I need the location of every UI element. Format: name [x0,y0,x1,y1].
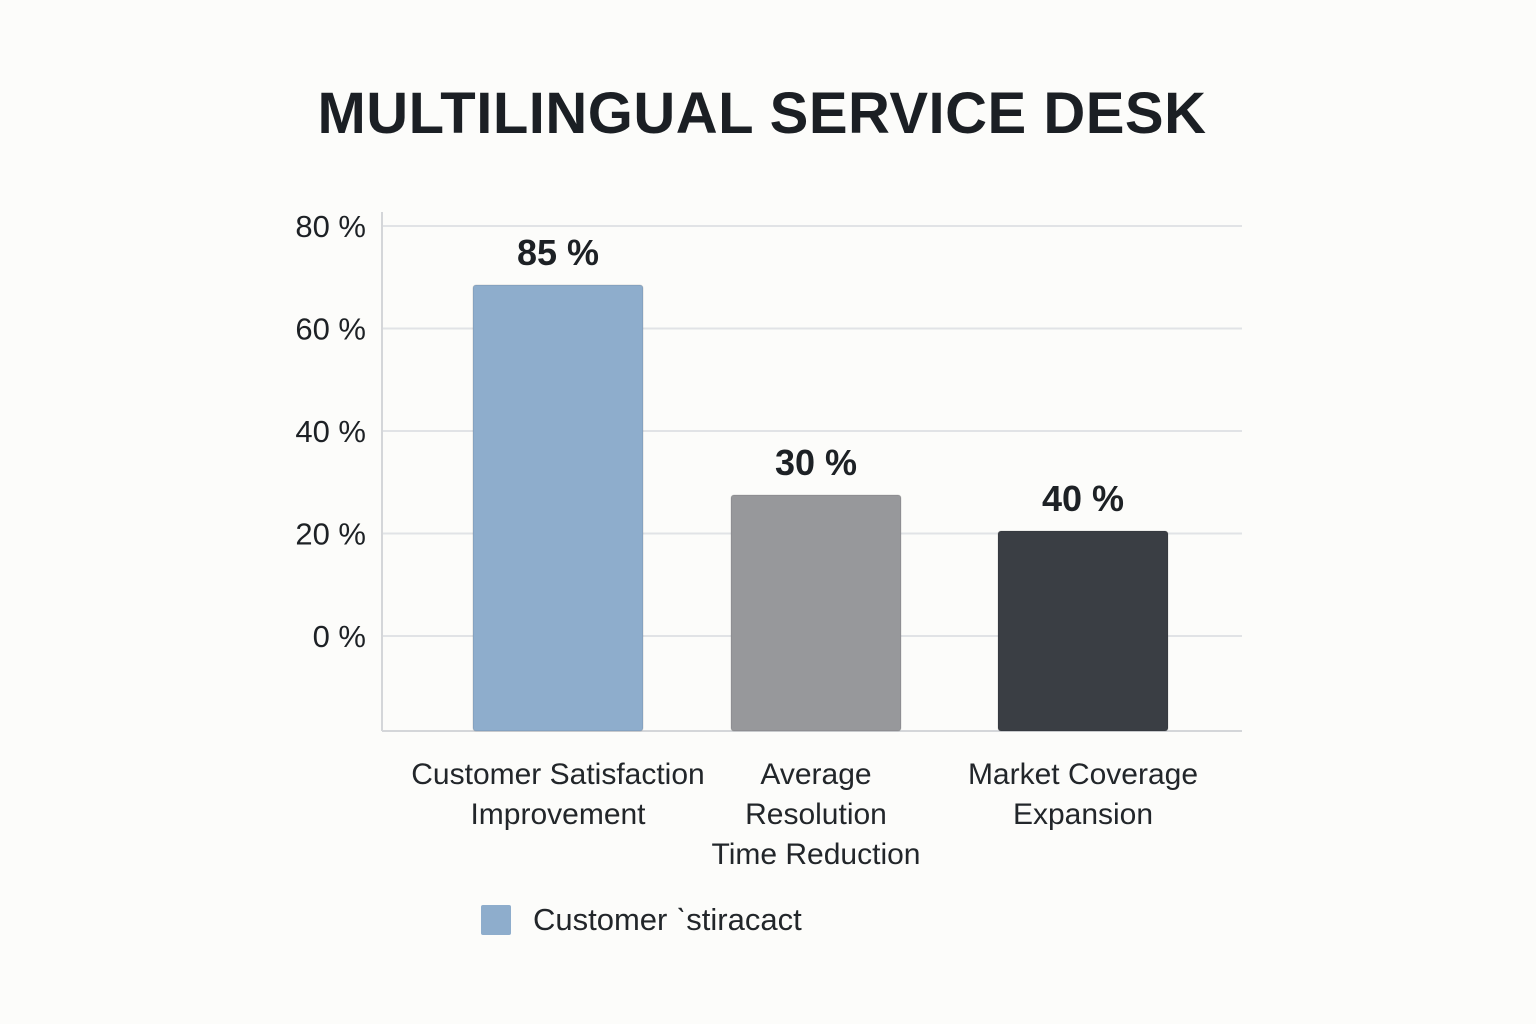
value-labels: 85 % 30 % 40 % [517,232,1124,519]
category-label: Market Coverage [968,758,1198,791]
value-label: 85 % [517,232,599,273]
category-label: Expansion [1013,798,1153,831]
bars [472,284,1169,732]
y-tick-label: 60 % [295,312,366,347]
legend-swatch [481,905,511,935]
y-tick-label: 20 % [295,517,366,552]
category-label: Average [760,758,871,791]
bar [730,494,902,732]
y-tick-labels: 0 % 20 % 40 % 60 % 80 % [295,209,366,654]
category-label: Customer Satisfaction [411,758,704,791]
category-label: Time Reduction [712,838,921,871]
category-labels: Customer Satisfaction Improvement Average R… [411,758,1198,871]
chart-title: MULTILINGUAL SERVICE DESK [317,81,1207,146]
legend: Customer ˋstiracact [481,900,802,940]
value-label: 30 % [775,442,857,483]
y-tick-label: 80 % [295,209,366,244]
value-label: 40 % [1042,478,1124,519]
legend-label: Customer ˋstiracact [533,902,802,937]
y-tick-label: 0 % [313,619,366,654]
category-label: Resolution [745,798,887,831]
y-tick-label: 40 % [295,414,366,449]
bar [997,530,1169,732]
bar [472,284,644,732]
category-label: Improvement [470,798,646,831]
